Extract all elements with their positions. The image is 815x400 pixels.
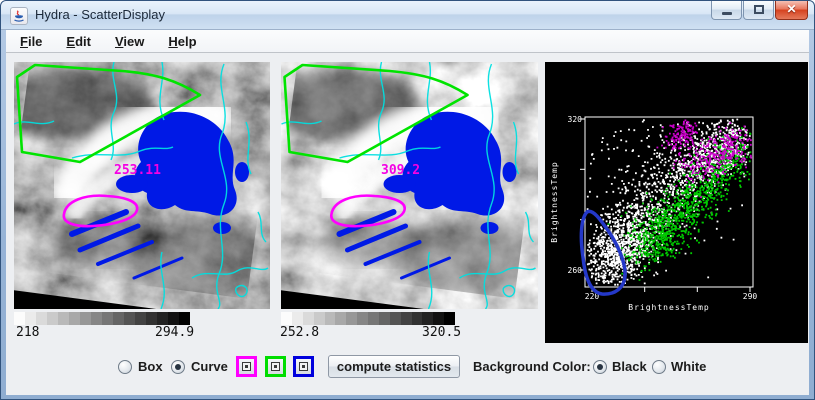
title-bar[interactable]: Hydra - ScatterDisplay ✕ (1, 1, 814, 30)
box-radio[interactable] (118, 360, 132, 374)
middle-image-panel[interactable]: 309.2 (281, 62, 538, 309)
x-tick-min: 220 (585, 292, 600, 301)
curve-radio-label: Curve (191, 359, 228, 374)
middle-colorbar (281, 312, 455, 325)
selection-box-icon (271, 362, 280, 371)
selection-box-icon (299, 362, 308, 371)
menu-edit[interactable]: Edit (66, 33, 91, 49)
curve-radio[interactable] (171, 360, 185, 374)
satellite-image (281, 62, 538, 309)
blue-selection-curve[interactable] (579, 209, 627, 296)
compute-statistics-button[interactable]: compute statistics (328, 355, 460, 378)
minimize-icon (722, 12, 732, 15)
y-tick-min: 260 (568, 266, 583, 275)
scatter-points (586, 118, 753, 286)
window-title: Hydra - ScatterDisplay (35, 7, 166, 22)
left-colorbar-min: 218 (16, 325, 40, 340)
close-icon: ✕ (786, 2, 797, 16)
minimize-button[interactable] (711, 1, 742, 20)
x-tick-max: 290 (743, 292, 758, 301)
client-area: File Edit View Help (6, 30, 809, 395)
box-radio-label: Box (138, 359, 163, 374)
selection-box-icon (242, 362, 251, 371)
satellite-image (14, 62, 270, 309)
middle-colorbar-min: 252.8 (280, 325, 320, 340)
black-radio-label: Black (612, 359, 647, 374)
x-axis-label: BrightnessTemp (628, 303, 709, 312)
left-colorbar (14, 312, 190, 325)
menu-file[interactable]: File (20, 33, 43, 49)
maximize-button[interactable] (743, 1, 774, 20)
white-radio-label: White (671, 359, 707, 374)
scatter-plot-panel[interactable]: 220 290 320 260 BrightnessTemp Brightnes… (545, 62, 808, 343)
middle-colorbar-max: 320.5 (422, 325, 462, 340)
background-color-label: Background Color: (473, 359, 591, 374)
left-overlay-value: 253.11 (114, 163, 161, 178)
blue-selection-button[interactable] (293, 356, 314, 377)
left-image-panel[interactable]: 253.11 (14, 62, 270, 309)
menu-bar: File Edit View Help (6, 30, 809, 53)
menu-view[interactable]: View (114, 33, 145, 49)
y-tick-max: 320 (568, 115, 583, 124)
close-button[interactable]: ✕ (775, 1, 808, 20)
menu-help[interactable]: Help (168, 33, 197, 49)
green-selection-button[interactable] (265, 356, 286, 377)
white-background-radio[interactable] (652, 360, 666, 374)
magenta-selection-button[interactable] (236, 356, 257, 377)
maximize-icon (754, 5, 764, 14)
middle-overlay-value: 309.2 (381, 163, 421, 178)
black-background-radio[interactable] (593, 360, 607, 374)
plot-frame (584, 116, 754, 288)
java-icon (10, 7, 28, 25)
left-colorbar-max: 294.9 (155, 325, 195, 340)
y-axis-label: BrightnessTemp (550, 161, 559, 242)
